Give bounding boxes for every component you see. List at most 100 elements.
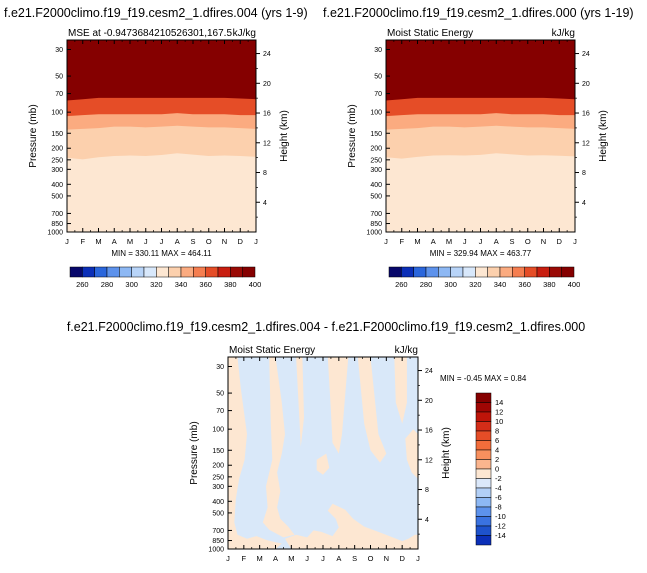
colorbar-label: 360 [199,280,212,289]
x-tick-label: J [321,554,325,563]
colorbar-box [230,266,243,278]
y-tick-label: 850 [51,221,63,228]
y-tick-label: 50 [374,74,382,81]
colorbar-box [106,266,120,278]
chart-title: f.e21.F2000climo.f19_f19.cesm2_1.dfires.… [4,6,308,20]
x-tick-label: M [414,237,420,246]
y-tick-label: 400 [51,182,63,189]
y2-axis-label: Height (km) [279,110,290,162]
chart-2: f.e21.F2000climo.f19_f19.cesm2_1.dfires.… [323,6,634,289]
colorbar-label: -14 [495,531,506,540]
y-tick-label: 250 [370,157,382,164]
x-tick-label: A [494,237,499,246]
colorbar-box [168,266,182,278]
y-tick-label: 850 [212,538,224,545]
y2-tick-label: 8 [582,170,586,177]
x-tick-label: D [238,237,244,246]
x-tick-label: J [384,237,388,246]
colorbar-box [205,266,219,278]
colorbar-box [475,440,492,451]
positive-anomaly-region [327,357,349,454]
chart-title: f.e21.F2000climo.f19_f19.cesm2_1.dfires.… [323,6,634,20]
chart-1: f.e21.F2000climo.f19_f19.cesm2_1.dfires.… [4,6,308,289]
x-tick-label: N [222,237,227,246]
y-tick-label: 250 [212,474,224,481]
x-tick-label: J [416,554,420,563]
positive-anomaly-region [262,357,295,538]
colorbar-box [462,266,476,278]
y-axis-label: Pressure (mb) [28,104,39,167]
left-string: Moist Static Energy [387,28,473,39]
y-tick-label: 200 [51,146,63,153]
left-string: Moist Static Energy [229,345,315,356]
colorbar-label: 280 [420,280,433,289]
colorbar-label: -4 [495,484,502,493]
y-tick-label: 100 [370,110,382,117]
x-tick-label: A [112,237,117,246]
y-tick-label: 1000 [208,547,224,554]
colorbar-label: 320 [469,280,482,289]
plot-area [67,40,256,232]
y2-tick-label: 8 [263,170,267,177]
y-tick-label: 250 [51,157,63,164]
y-tick-label: 150 [370,131,382,138]
colorbar-label: 400 [568,280,581,289]
contour-band-lower [67,153,256,232]
colorbar-box [193,266,206,278]
positive-anomaly-region [296,357,304,447]
y2-axis-label: Height (km) [441,427,452,479]
positive-anomaly-region [316,453,330,475]
plot-area [386,40,575,232]
x-tick-label: J [573,237,577,246]
colorbar-label: -10 [495,512,506,521]
colorbar-box [143,266,157,278]
x-tick-label: J [65,237,69,246]
colorbar-label: 380 [543,280,556,289]
y2-tick-label: 4 [582,200,586,207]
y-tick-label: 150 [51,131,63,138]
colorbar-box [156,266,169,278]
y2-tick-label: 20 [582,81,590,88]
colorbar-label: 4 [495,446,499,455]
x-tick-label: S [352,554,357,563]
positive-anomaly-region [394,357,407,424]
units-string: kJ/kg [395,345,418,356]
colorbar-box [69,266,83,278]
positive-anomaly-region [285,503,418,549]
colorbar-box [475,430,492,441]
colorbar-box [217,266,231,278]
x-tick-label: D [399,554,405,563]
x-tick-label: F [242,554,247,563]
minmax-text: MIN = -0.45 MAX = 0.84 [440,374,527,383]
colorbar-box [450,266,464,278]
y2-tick-label: 20 [425,398,433,405]
colorbar-box [388,266,402,278]
y2-tick-label: 8 [425,487,429,494]
y-tick-label: 300 [370,167,382,174]
y2-tick-label: 16 [263,111,271,118]
colorbar-label: 380 [224,280,237,289]
colorbar-box [475,535,492,546]
colorbar-box [475,478,492,489]
y-tick-label: 30 [216,364,224,371]
colorbar-box [131,266,145,278]
y-tick-label: 850 [370,221,382,228]
y2-tick-label: 20 [263,81,271,88]
colorbar-label: 6 [495,436,499,445]
x-tick-label: J [305,554,309,563]
colorbar-box [475,459,492,470]
y-tick-label: 100 [212,427,224,434]
y-tick-label: 1000 [47,230,63,237]
positive-anomaly-region [357,357,387,463]
colorbar-label: 360 [518,280,531,289]
x-tick-label: A [273,554,278,563]
left-string: MSE at -0.9473684210526301,167.5 [68,28,232,39]
chart-3: f.e21.F2000climo.f19_f19.cesm2_1.dfires.… [67,320,585,563]
y-tick-label: 500 [370,193,382,200]
x-tick-label: J [479,237,483,246]
colorbar-box [475,487,492,498]
colorbar-label: 260 [76,280,89,289]
colorbar-box [242,266,256,278]
y2-tick-label: 24 [263,51,271,58]
colorbar-box [475,421,492,432]
